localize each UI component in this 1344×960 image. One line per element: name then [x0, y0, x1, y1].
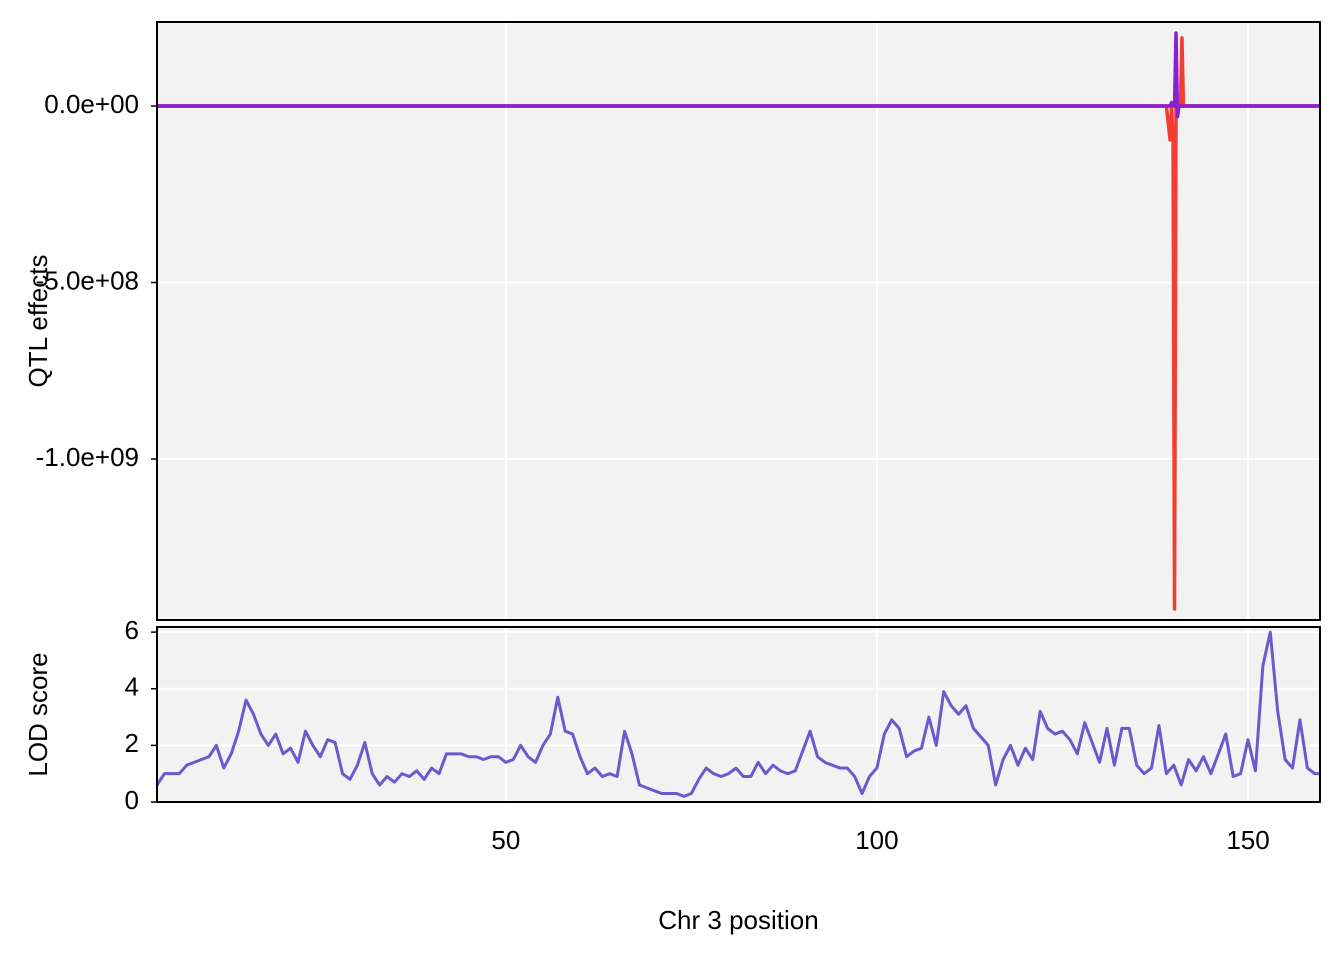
x-tick-label: 50 — [491, 825, 520, 855]
y-tick-label: 2 — [125, 728, 139, 758]
y-tick-label: 4 — [125, 672, 139, 702]
series-line — [157, 630, 1320, 798]
y-tick-label: 6 — [125, 615, 139, 645]
plot-background — [157, 627, 1320, 802]
y-tick-label: -1.0e+09 — [36, 442, 139, 472]
y-tick-label: 0.0e+00 — [44, 89, 139, 119]
plot-border — [156, 21, 1321, 621]
x-axis-label: Chr 3 position — [658, 905, 818, 935]
y-axis-label: LOD score — [23, 652, 53, 776]
x-tick-label: 150 — [1226, 825, 1269, 855]
series-line — [157, 31, 1320, 119]
y-tick-label: -5.0e+08 — [36, 265, 139, 295]
y-axis-label: QTL effects — [23, 255, 53, 388]
plot-border — [156, 626, 1321, 803]
y-tick-label: 0 — [125, 785, 139, 815]
plot-background — [157, 22, 1320, 620]
x-tick-label: 100 — [855, 825, 898, 855]
